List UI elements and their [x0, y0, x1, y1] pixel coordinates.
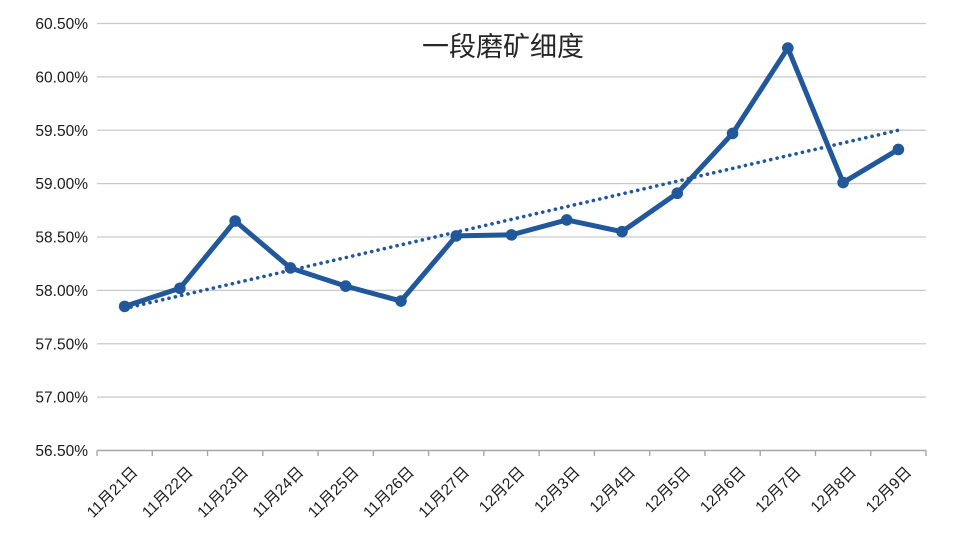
- trendline: [122, 128, 901, 311]
- data-point-marker: [229, 215, 241, 227]
- y-axis-label: 60.50%: [35, 16, 88, 33]
- x-axis-group: [96, 449, 927, 456]
- x-axis-label: 12月5日: [642, 464, 694, 516]
- y-axis-label: 57.00%: [35, 390, 88, 407]
- x-axis-label: 12月9日: [863, 464, 915, 516]
- series-group: [118, 42, 905, 313]
- x-axis-label: 12月2日: [476, 464, 528, 516]
- x-axis-label: 11月25日: [305, 464, 363, 522]
- data-point-marker: [616, 225, 628, 238]
- y-axis-label: 56.50%: [35, 443, 88, 460]
- data-point-marker: [560, 214, 573, 226]
- data-point-marker: [174, 282, 186, 295]
- x-axis-label: 11月22日: [139, 464, 197, 522]
- data-point-marker: [395, 295, 407, 307]
- data-point-marker: [671, 187, 684, 200]
- x-axis-label: 11月24日: [250, 464, 308, 522]
- y-axis-label: 60.00%: [35, 69, 88, 86]
- chart-title: 一段磨矿细度: [422, 32, 584, 62]
- y-axis-label: 58.50%: [35, 230, 88, 247]
- data-point-marker: [118, 300, 131, 313]
- data-point-marker: [339, 280, 352, 292]
- x-axis-label: 11月23日: [194, 464, 252, 522]
- x-axis-label: 12月8日: [808, 464, 860, 516]
- x-axis-label: 11月21日: [84, 464, 142, 522]
- data-point-marker: [782, 42, 794, 54]
- x-axis-label: 11月26日: [360, 464, 418, 522]
- x-axis-label: 12月3日: [531, 464, 583, 516]
- data-point-marker: [450, 230, 463, 242]
- gridlines-group: [97, 22, 926, 398]
- y-axis-label: 59.50%: [35, 123, 88, 140]
- series-line: [122, 45, 901, 309]
- axis-labels-group: 56.50% 57.00% 57.50% 58.00% 58.50% 59.00% 59.5…: [35, 16, 915, 521]
- y-axis-label: 59.00%: [35, 176, 88, 193]
- x-axis-label: 12月7日: [752, 464, 804, 516]
- data-point-marker: [505, 229, 518, 241]
- data-point-marker: [726, 127, 739, 140]
- x-axis-label: 12月6日: [697, 464, 749, 516]
- y-axis-label: 58.00%: [35, 283, 88, 300]
- data-point-marker: [892, 143, 905, 156]
- x-axis-label: 12月4日: [587, 464, 639, 516]
- x-axis-label: 11月27日: [416, 464, 474, 522]
- data-point-marker: [837, 176, 849, 189]
- y-axis-label: 57.50%: [35, 336, 88, 353]
- data-point-marker: [284, 262, 297, 274]
